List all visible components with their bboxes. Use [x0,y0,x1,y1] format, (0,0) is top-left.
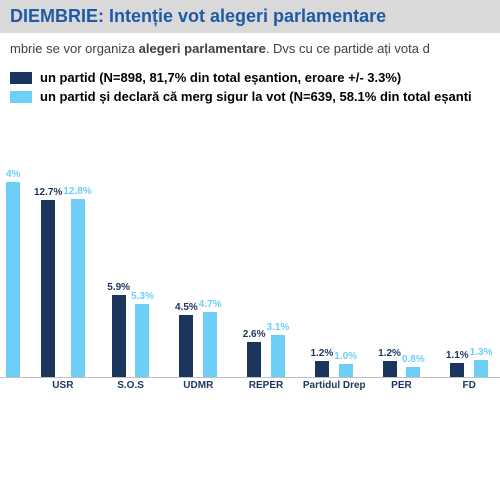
bar [6,182,20,378]
bar-group: 1.2%0.8% [371,118,433,378]
subtitle-prefix: mbrie se vor organiza [10,41,139,56]
value-label: 3.1% [267,322,290,333]
x-axis-label: Partidul Drept [303,380,365,400]
subtitle-suffix: . Dvs cu ce partide ați vota d [266,41,430,56]
value-label: 1.1% [446,350,469,361]
x-axis-labels: USR S.O.SUDMR REPER Partidul Drept PERFD [0,380,500,400]
page-title: DIEMBRIE: Intenție vot alegeri parlament… [0,0,500,33]
value-label: 5.3% [131,291,154,302]
value-label: 0.8% [402,354,425,365]
bar-group: 12.7%12.8% [32,118,94,378]
bar [339,364,353,378]
x-axis-label: S.O.S [100,380,162,400]
value-label: 4% [6,169,20,180]
chart-area: 4%12.7%12.8%5.9%5.3%4.5%4.7%2.6%3.1%1.2%… [0,118,500,418]
bar [71,199,85,378]
bar [450,363,464,378]
legend-swatch-2 [10,91,32,103]
bar [474,360,488,378]
value-label: 12.7% [34,187,62,198]
x-axis-label: PER [371,380,433,400]
bar-group: 4.5%4.7% [167,118,229,378]
value-label: 5.9% [107,282,130,293]
value-label: 1.0% [334,351,357,362]
value-label: 4.7% [199,299,222,310]
bar [135,304,149,378]
bar [41,200,55,378]
subtitle-bold: alegeri parlamentare [139,41,266,56]
bar-group: 2.6%3.1% [235,118,297,378]
x-axis-label: REPER [235,380,297,400]
x-axis-label [6,380,26,400]
value-label: 1.3% [470,347,493,358]
value-label: 1.2% [378,348,401,359]
bar [383,361,397,378]
legend-label-2: un partid și declară că merg sigur la vo… [40,89,472,104]
legend-row-2: un partid și declară că merg sigur la vo… [10,89,490,104]
bar [271,335,285,378]
x-axis-label: UDMR [167,380,229,400]
subtitle-text: mbrie se vor organiza alegeri parlamenta… [0,33,500,70]
bar [247,342,261,378]
legend-row-1: un partid (N=898, 81,7% din total eșanti… [10,70,490,85]
bar-group: 1.1%1.3% [438,118,500,378]
bar-group: 5.9%5.3% [100,118,162,378]
value-label: 1.2% [310,348,333,359]
value-label: 4.5% [175,302,198,313]
bar [179,315,193,378]
legend: un partid (N=898, 81,7% din total eșanti… [0,70,500,118]
bar-group: 1.2%1.0% [303,118,365,378]
x-axis-label: USR [32,380,94,400]
x-axis-line [0,377,500,378]
x-axis-label: FD [438,380,500,400]
bar [315,361,329,378]
legend-swatch-1 [10,72,32,84]
bar [112,295,126,378]
bar-group: 4% [6,118,26,378]
legend-label-1: un partid (N=898, 81,7% din total eșanti… [40,70,401,85]
value-label: 2.6% [243,329,266,340]
bar-chart: 4%12.7%12.8%5.9%5.3%4.5%4.7%2.6%3.1%1.2%… [0,118,500,378]
bar [203,312,217,378]
value-label: 12.8% [63,186,91,197]
